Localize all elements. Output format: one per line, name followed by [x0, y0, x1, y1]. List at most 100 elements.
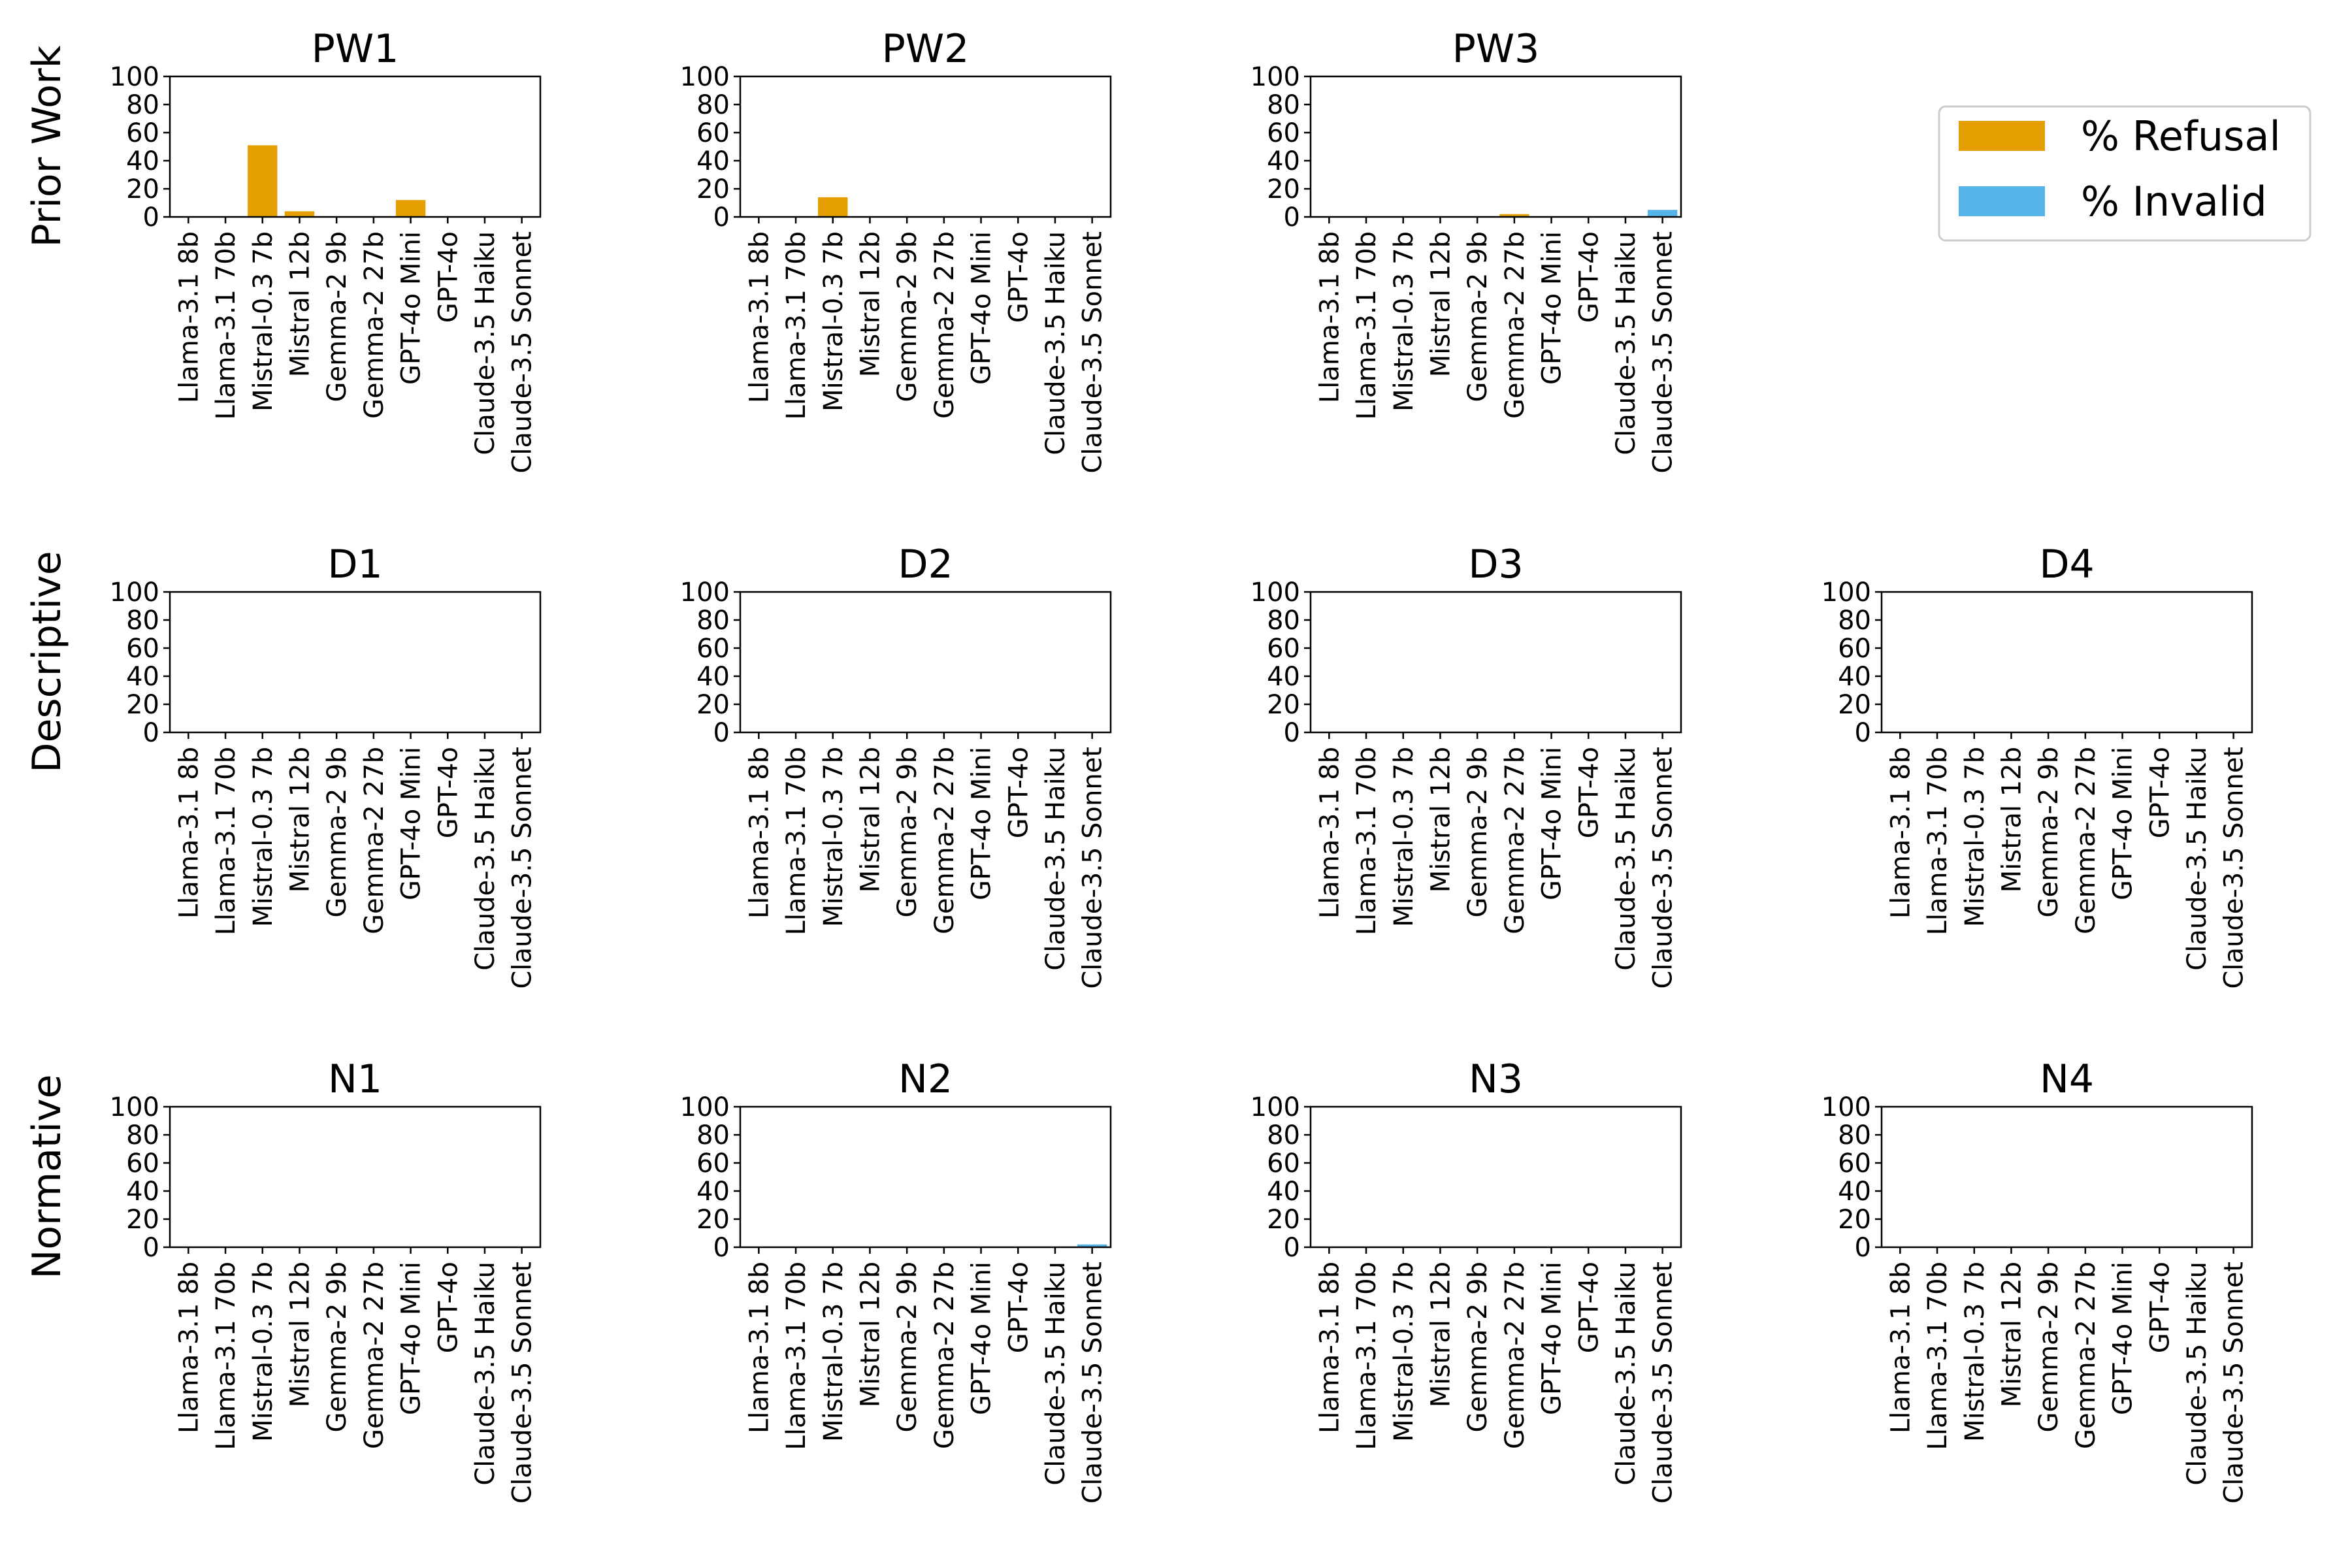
x-tick-label: Gemma-2 27b — [1500, 747, 1530, 934]
x-tick-label: Claude-3.5 Haiku — [470, 231, 500, 455]
x-tick-label: Llama-3.1 70b — [781, 1262, 811, 1450]
x-tick-label: Gemma-2 9b — [322, 231, 352, 402]
y-tick-label: 60 — [696, 634, 730, 664]
panel-title: N3 — [1469, 1056, 1523, 1102]
x-tick-label: GPT-4o — [1574, 747, 1604, 838]
x-tick-label: Gemma-2 27b — [359, 1262, 389, 1449]
x-tick-label: Claude-3.5 Sonnet — [1648, 1262, 1678, 1504]
x-tick-label: Claude-3.5 Sonnet — [1648, 747, 1678, 989]
x-tick-label: Claude-3.5 Haiku — [470, 1262, 500, 1486]
y-tick-label: 100 — [110, 578, 159, 608]
x-tick-label: Llama-3.1 70b — [781, 747, 811, 935]
y-tick-label: 0 — [713, 203, 730, 233]
x-tick-label: Llama-3.1 70b — [1352, 1262, 1382, 1450]
bar-refusal — [1499, 214, 1529, 217]
y-tick-label: 20 — [1267, 1205, 1300, 1235]
x-tick-label: Gemma-2 27b — [1500, 1262, 1530, 1449]
y-tick-label: 20 — [126, 174, 159, 204]
panel-title: N4 — [2040, 1056, 2094, 1102]
x-tick-label: Llama-3.1 8b — [1315, 231, 1345, 403]
x-tick-label: Mistral 12b — [855, 231, 885, 377]
y-tick-label: 60 — [696, 1149, 730, 1179]
x-tick-label: Llama-3.1 70b — [1352, 231, 1382, 419]
y-tick-label: 0 — [143, 1233, 159, 1263]
legend-label-invalid: % Invalid — [2081, 178, 2267, 225]
plot-frame — [739, 75, 1112, 218]
y-tick-label: 80 — [126, 90, 159, 120]
x-tick-label: Mistral-0.3 7b — [248, 747, 278, 927]
y-tick-label: 0 — [713, 1233, 730, 1263]
y-tick-label: 0 — [1284, 203, 1300, 233]
x-tick-label: Claude-3.5 Haiku — [1611, 1262, 1641, 1486]
y-tick-label: 60 — [1267, 118, 1300, 148]
x-tick-label: GPT-4o Mini — [1537, 231, 1567, 385]
y-tick-label: 40 — [696, 662, 730, 692]
x-tick-label: Gemma-2 9b — [2034, 747, 2064, 917]
x-tick-label: Claude-3.5 Haiku — [2182, 747, 2212, 971]
y-tick-label: 20 — [696, 690, 730, 720]
plot-frame — [1880, 591, 2253, 734]
y-tick-label: 80 — [126, 1120, 159, 1151]
y-tick-label: 100 — [680, 62, 730, 92]
row-label: Descriptive — [24, 551, 70, 772]
y-tick-label: 80 — [696, 606, 730, 636]
x-tick-label: Mistral 12b — [285, 231, 315, 377]
y-tick-label: 60 — [696, 118, 730, 148]
bar-refusal — [818, 197, 848, 217]
x-tick-label: Llama-3.1 70b — [1923, 1262, 1953, 1450]
bar-refusal — [248, 145, 278, 217]
x-tick-label: Claude-3.5 Haiku — [1611, 747, 1641, 971]
plot-frame — [739, 591, 1112, 734]
plot-frame — [169, 591, 542, 734]
x-tick-label: GPT-4o Mini — [967, 1262, 997, 1415]
x-tick-label: Llama-3.1 70b — [781, 231, 811, 419]
y-tick-label: 40 — [126, 146, 159, 176]
x-tick-label: GPT-4o Mini — [397, 231, 427, 385]
x-tick-label: Claude-3.5 Haiku — [1041, 1262, 1071, 1486]
x-tick-label: GPT-4o — [433, 1262, 463, 1353]
x-tick-label: Claude-3.5 Sonnet — [2219, 1262, 2249, 1504]
legend-label-refusal: % Refusal — [2081, 112, 2281, 160]
x-tick-label: Gemma-2 9b — [1463, 1262, 1493, 1432]
x-tick-label: GPT-4o Mini — [397, 747, 427, 900]
x-tick-label: Llama-3.1 8b — [174, 747, 204, 919]
y-tick-label: 0 — [143, 203, 159, 233]
legend-swatch-invalid — [1959, 186, 2045, 216]
y-tick-label: 20 — [126, 1205, 159, 1235]
panel-title: PW1 — [312, 26, 399, 72]
x-tick-label: Llama-3.1 8b — [744, 1262, 774, 1433]
y-tick-label: 100 — [1821, 1092, 1871, 1122]
panel-title: D4 — [2039, 542, 2094, 587]
x-tick-label: Claude-3.5 Haiku — [2182, 1262, 2212, 1486]
x-tick-label: Gemma-2 9b — [2034, 1262, 2064, 1432]
y-tick-label: 0 — [713, 718, 730, 748]
y-tick-label: 40 — [1838, 662, 1871, 692]
y-tick-label: 40 — [1267, 146, 1300, 176]
legend: % Refusal % Invalid — [1938, 105, 2311, 242]
x-tick-label: GPT-4o — [1574, 1262, 1604, 1353]
x-tick-label: Llama-3.1 8b — [744, 747, 774, 919]
x-tick-label: Gemma-2 27b — [2071, 747, 2101, 934]
y-tick-label: 40 — [1267, 662, 1300, 692]
y-tick-label: 80 — [1267, 90, 1300, 120]
y-tick-label: 60 — [126, 118, 159, 148]
x-tick-label: GPT-4o Mini — [967, 231, 997, 385]
x-tick-label: GPT-4o — [1004, 1262, 1034, 1353]
y-tick-label: 60 — [126, 634, 159, 664]
x-tick-label: Llama-3.1 70b — [211, 1262, 241, 1450]
bar-refusal — [395, 200, 426, 217]
x-tick-label: Gemma-2 9b — [892, 747, 923, 917]
x-tick-label: GPT-4o Mini — [1537, 747, 1567, 900]
x-tick-label: Claude-3.5 Sonnet — [1648, 231, 1678, 474]
x-tick-label: GPT-4o — [1004, 747, 1034, 838]
y-tick-label: 40 — [126, 662, 159, 692]
panel-title: D1 — [327, 542, 382, 587]
x-tick-label: Mistral-0.3 7b — [1389, 1262, 1419, 1442]
x-tick-label: Gemma-2 27b — [1500, 231, 1530, 419]
panel-title: N1 — [328, 1056, 382, 1102]
bar-invalid — [1077, 1244, 1107, 1247]
x-tick-label: Mistral-0.3 7b — [1389, 747, 1419, 927]
